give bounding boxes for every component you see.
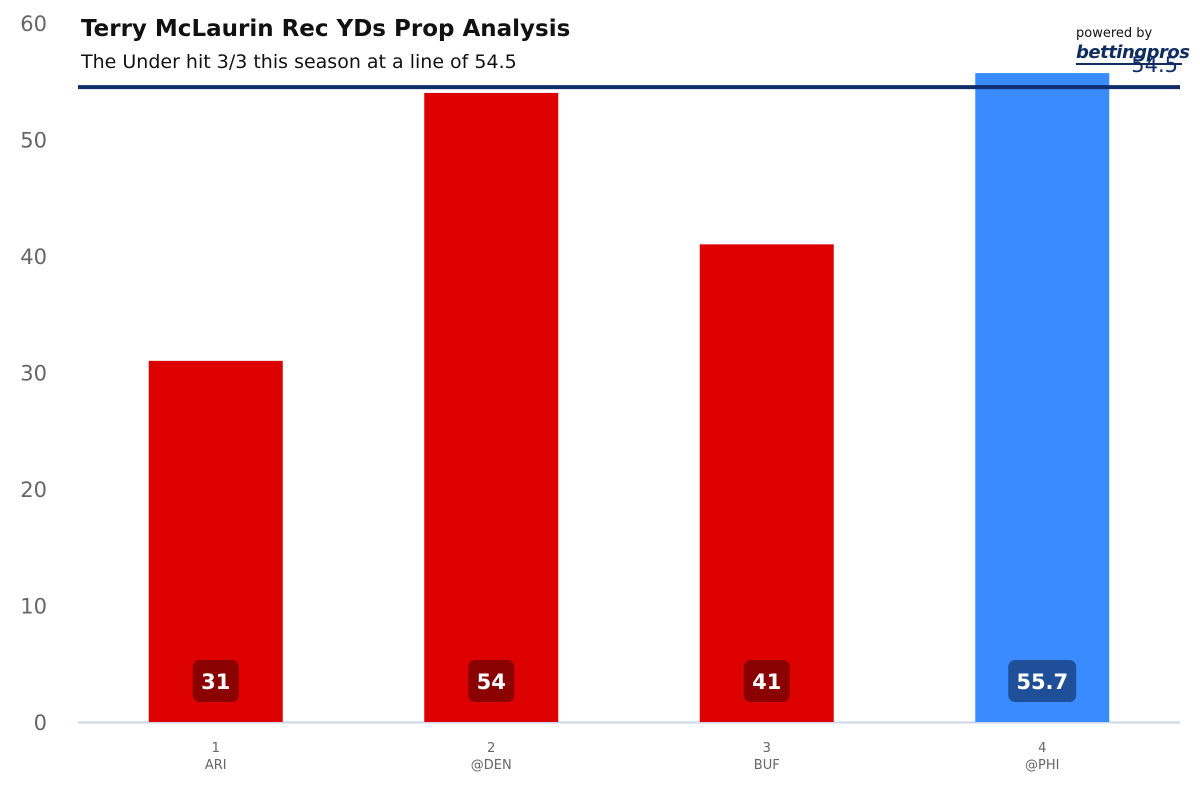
data-label-badge xyxy=(1008,660,1077,702)
data-label: 31 xyxy=(201,670,230,694)
data-label: 55.7 xyxy=(1016,670,1068,694)
brand-badge: powered by bettingpros xyxy=(1076,26,1192,65)
y-tick-label: 10 xyxy=(20,595,47,619)
data-label-badge xyxy=(743,660,790,702)
y-tick-label: 60 xyxy=(20,12,47,36)
y-tick-label: 20 xyxy=(20,478,47,502)
x-tick-week: 3 xyxy=(763,741,771,756)
x-tick-opponent: @DEN xyxy=(471,758,512,773)
data-label: 41 xyxy=(752,670,781,694)
x-tick-opponent: ARI xyxy=(205,758,227,773)
y-tick-label: 0 xyxy=(34,711,47,735)
powered-by-text: powered by xyxy=(1076,26,1153,41)
chart-subtitle: The Under hit 3/3 this season at a line … xyxy=(81,51,517,73)
x-tick-week: 1 xyxy=(212,741,220,756)
x-tick-opponent: @PHI xyxy=(1025,758,1059,773)
y-tick-label: 50 xyxy=(20,129,47,153)
bettingpros-logo: bettingpros xyxy=(1076,42,1190,65)
y-tick-label: 30 xyxy=(20,362,47,386)
projection-bar xyxy=(975,73,1110,723)
x-tick-opponent: BUF xyxy=(754,758,780,773)
x-tick-week: 2 xyxy=(487,741,495,756)
x-tick-week: 4 xyxy=(1038,741,1046,756)
prop-line-label: 54.5 xyxy=(1131,53,1178,77)
y-tick-label: 40 xyxy=(20,245,47,269)
data-label-badge xyxy=(192,660,239,702)
under-bar xyxy=(699,244,834,722)
data-label: 54 xyxy=(477,670,506,694)
data-label-badge xyxy=(468,660,515,702)
chart-title: Terry McLaurin Rec YDs Prop Analysis xyxy=(81,16,571,42)
under-bar xyxy=(424,92,559,722)
